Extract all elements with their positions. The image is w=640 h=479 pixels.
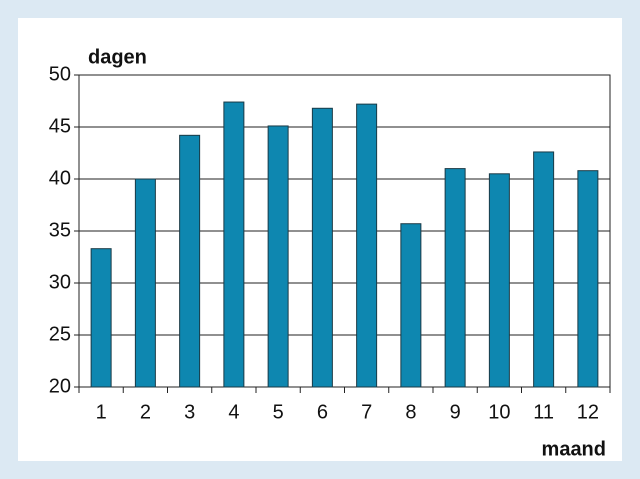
x-tick-label: 10 <box>488 401 510 423</box>
x-tick-label: 9 <box>450 401 461 423</box>
y-tick-label: 20 <box>49 375 71 397</box>
bar <box>134 178 156 388</box>
bar <box>533 151 555 388</box>
y-tick-label: 40 <box>49 167 71 189</box>
y-tick-label: 35 <box>49 219 71 241</box>
x-tick-label: 2 <box>140 401 151 423</box>
bar <box>267 125 289 388</box>
bar <box>311 107 333 388</box>
bar <box>90 248 112 388</box>
bar <box>356 103 378 388</box>
x-tick-label: 12 <box>577 401 599 423</box>
x-tick-label: 4 <box>228 401 239 423</box>
x-tick-label: 6 <box>317 401 328 423</box>
y-tick-label: 50 <box>49 63 71 85</box>
y-tick-label: 45 <box>49 115 71 137</box>
x-tick-label: 3 <box>184 401 195 423</box>
bar <box>488 173 510 388</box>
x-axis-label: maand <box>542 438 606 460</box>
x-tick-label: 1 <box>96 401 107 423</box>
bar <box>179 134 201 388</box>
x-tick-label: 7 <box>361 401 372 423</box>
y-tick-label: 25 <box>49 323 71 345</box>
x-tick-label: 11 <box>533 401 554 423</box>
x-tick-label: 8 <box>405 401 416 423</box>
bar <box>444 168 466 388</box>
bar <box>577 170 599 388</box>
y-tick-label: 30 <box>49 271 71 293</box>
bar <box>223 101 245 388</box>
x-tick-label: 5 <box>273 401 284 423</box>
y-axis-label: dagen <box>88 46 147 68</box>
bar <box>400 223 422 388</box>
